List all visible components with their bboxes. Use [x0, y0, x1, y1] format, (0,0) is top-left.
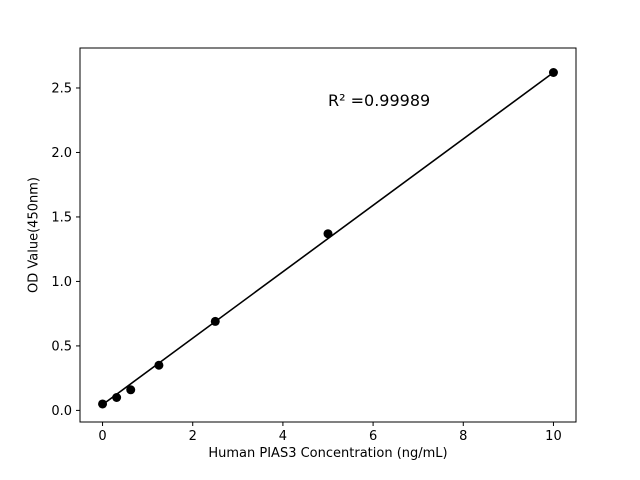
y-tick-label: 0.5 — [51, 339, 72, 354]
fit-line — [102, 71, 554, 406]
y-tick-label: 2.0 — [51, 146, 72, 161]
y-tick-label: 2.5 — [51, 81, 72, 96]
x-tick-label: 4 — [279, 429, 287, 444]
data-point — [323, 229, 333, 239]
x-tick-label: 2 — [189, 429, 197, 444]
r-squared-annotation: R² =0.99989 — [328, 91, 431, 110]
y-tick-label: 0.0 — [51, 404, 72, 419]
y-tick-label: 1.0 — [51, 275, 72, 290]
data-point — [126, 385, 136, 395]
y-axis-label: OD Value(450nm) — [26, 177, 42, 293]
data-point — [112, 392, 122, 402]
data-point — [210, 316, 220, 326]
x-axis-label: Human PIAS3 Concentration (ng/mL) — [208, 446, 448, 461]
y-tick-label: 1.5 — [51, 210, 72, 225]
plot-border — [79, 47, 577, 423]
data-point — [98, 399, 108, 409]
x-tick-label: 0 — [98, 429, 106, 444]
x-tick-label: 10 — [545, 429, 562, 444]
data-point — [548, 68, 558, 78]
x-tick-label: 6 — [369, 429, 377, 444]
x-tick-label: 8 — [459, 429, 467, 444]
data-point — [154, 360, 164, 370]
